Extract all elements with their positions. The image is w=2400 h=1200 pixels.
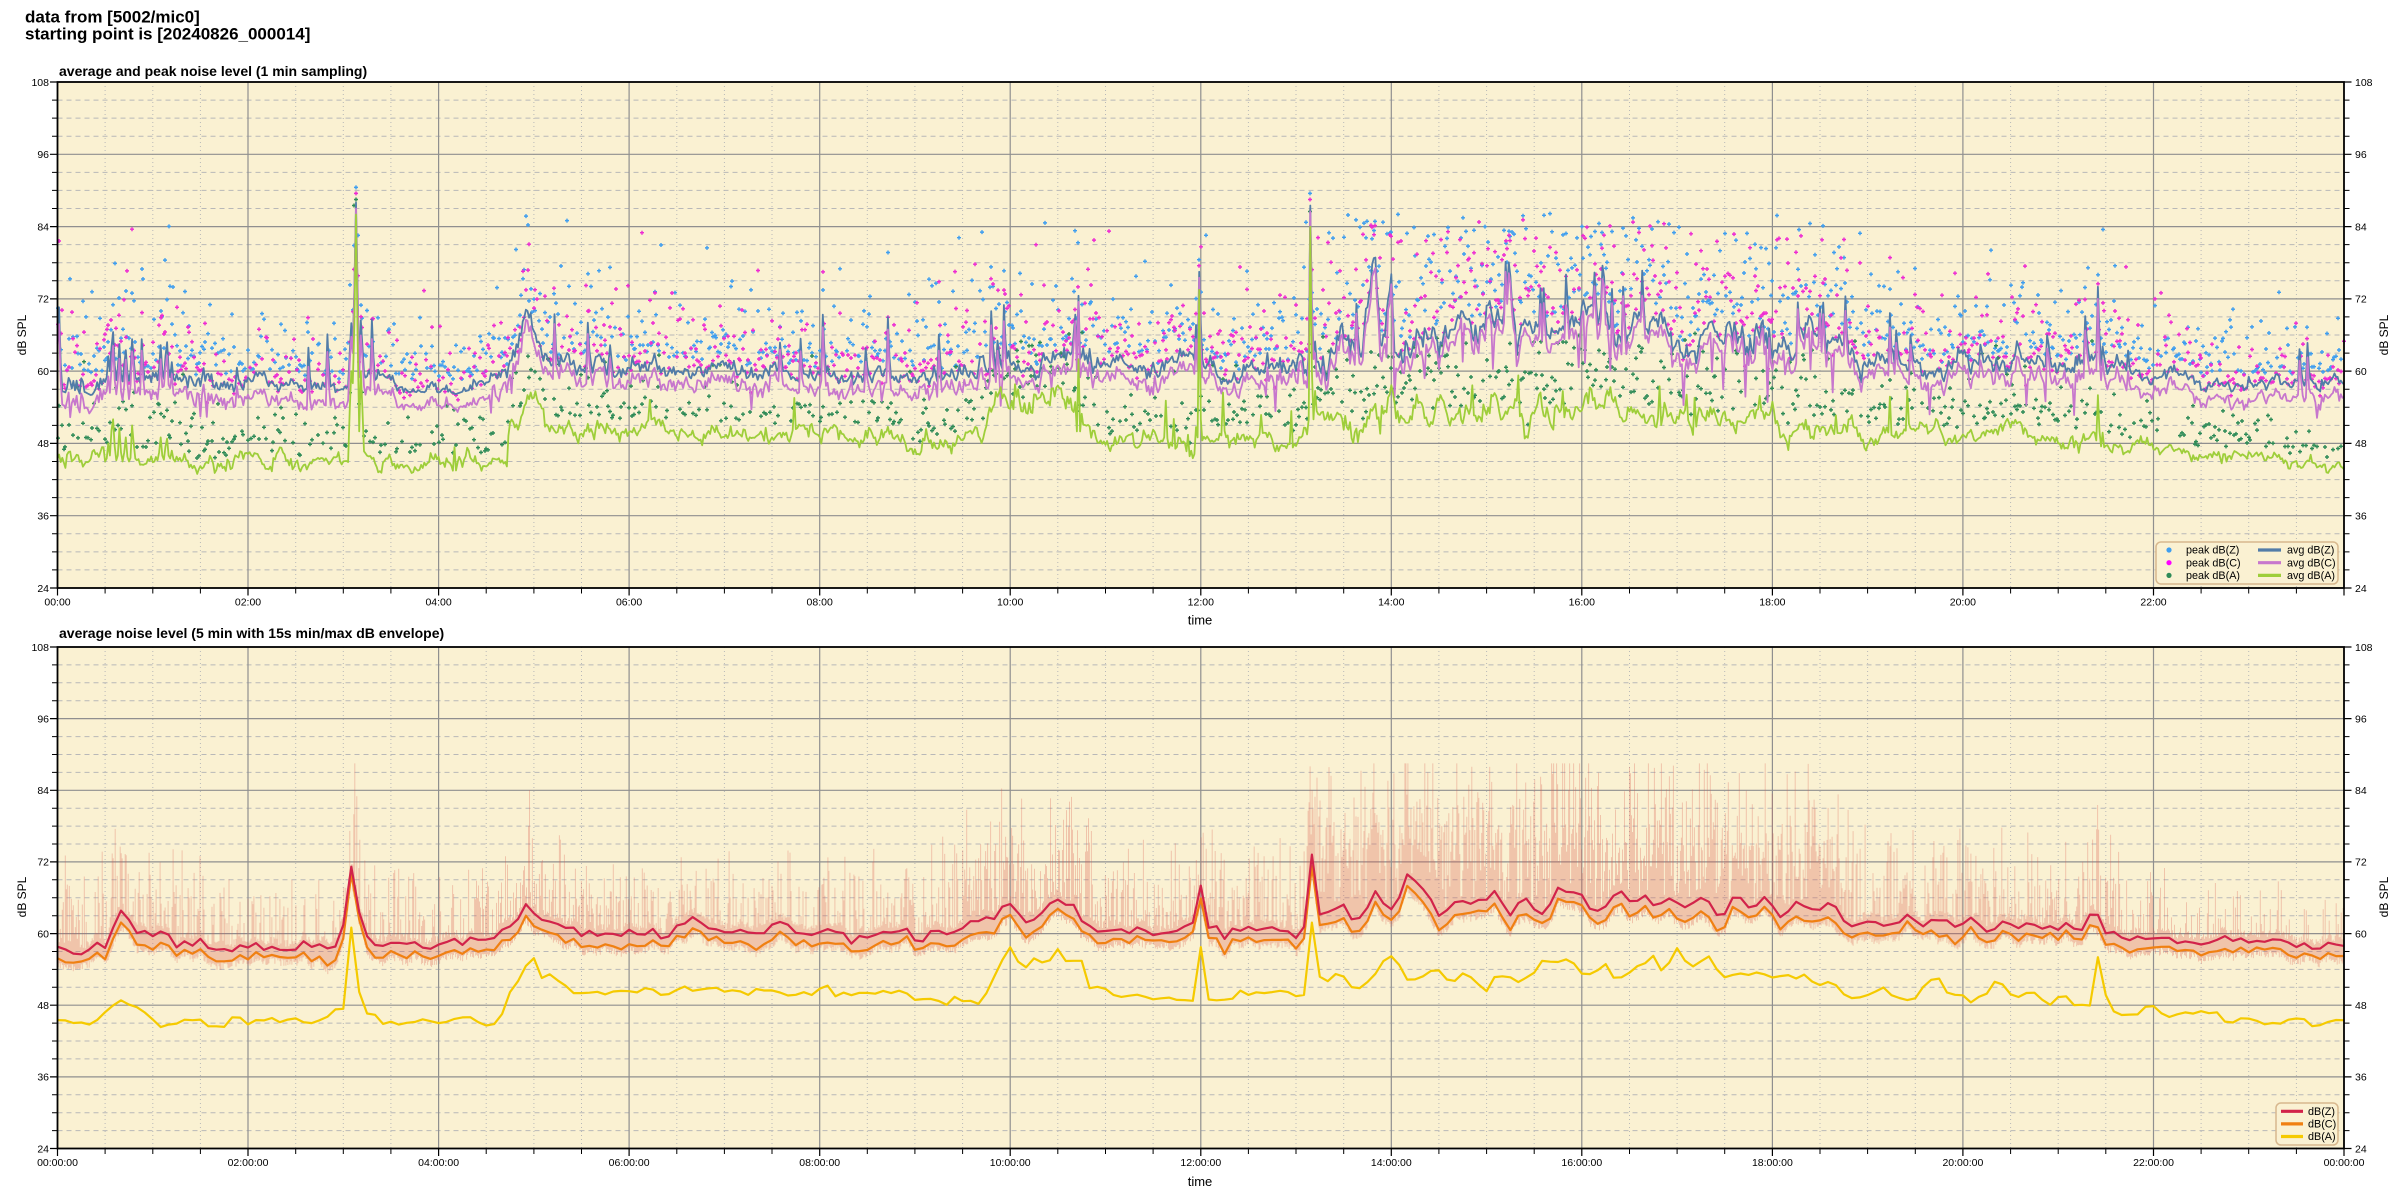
svg-text:48: 48 [37,1000,49,1012]
svg-text:24: 24 [2355,583,2367,595]
svg-text:dB(A): dB(A) [2308,1131,2336,1143]
svg-text:peak dB(Z): peak dB(Z) [2186,545,2239,557]
svg-text:time: time [1188,613,1213,628]
svg-text:84: 84 [37,785,49,797]
svg-text:48: 48 [2355,1000,2367,1012]
svg-text:avg dB(A): avg dB(A) [2287,570,2335,582]
svg-text:108: 108 [31,77,49,89]
svg-text:84: 84 [2355,221,2367,233]
svg-text:22:00:00: 22:00:00 [2133,1157,2174,1169]
svg-text:24: 24 [2355,1143,2367,1155]
svg-text:14:00: 14:00 [1378,597,1404,609]
svg-text:12:00: 12:00 [1188,597,1214,609]
svg-text:08:00:00: 08:00:00 [799,1157,840,1169]
svg-text:60: 60 [37,366,49,378]
svg-text:48: 48 [37,438,49,450]
svg-text:48: 48 [2355,438,2367,450]
svg-text:04:00: 04:00 [425,597,451,609]
svg-text:108: 108 [2355,77,2373,89]
svg-text:10:00: 10:00 [997,597,1023,609]
svg-text:dB(Z): dB(Z) [2308,1106,2335,1118]
svg-text:20:00: 20:00 [1950,597,1976,609]
svg-text:16:00: 16:00 [1569,597,1595,609]
svg-text:dB SPL: dB SPL [2377,314,2391,355]
svg-text:60: 60 [2355,366,2367,378]
svg-text:00:00:00: 00:00:00 [2324,1157,2365,1169]
svg-text:84: 84 [37,221,49,233]
svg-text:dB SPL: dB SPL [15,876,29,917]
svg-text:avg dB(C): avg dB(C) [2287,557,2336,569]
svg-text:96: 96 [37,149,49,161]
svg-text:avg dB(Z): avg dB(Z) [2287,545,2334,557]
svg-text:18:00:00: 18:00:00 [1752,1157,1793,1169]
svg-text:06:00:00: 06:00:00 [609,1157,650,1169]
svg-text:10:00:00: 10:00:00 [990,1157,1031,1169]
svg-text:36: 36 [2355,1072,2367,1084]
svg-text:02:00: 02:00 [235,597,261,609]
svg-text:24: 24 [37,1143,49,1155]
svg-text:14:00:00: 14:00:00 [1371,1157,1412,1169]
svg-text:time: time [1188,1174,1213,1189]
svg-text:72: 72 [2355,294,2367,306]
svg-text:60: 60 [37,928,49,940]
svg-text:starting point is [20240826_00: starting point is [20240826_000014] [25,25,310,44]
svg-text:peak dB(A): peak dB(A) [2186,570,2240,582]
svg-text:data from [5002/mic0]: data from [5002/mic0] [25,8,200,27]
svg-text:average noise level (5 min wit: average noise level (5 min with 15s min/… [59,625,444,641]
svg-text:00:00:00: 00:00:00 [37,1157,78,1169]
svg-text:average and peak noise level (: average and peak noise level (1 min samp… [59,63,367,79]
svg-text:peak dB(C): peak dB(C) [2186,557,2241,569]
svg-text:06:00: 06:00 [616,597,642,609]
svg-text:dB(C): dB(C) [2308,1119,2336,1131]
svg-text:96: 96 [2355,713,2367,725]
svg-text:36: 36 [37,511,49,523]
svg-text:96: 96 [2355,149,2367,161]
svg-text:72: 72 [2355,857,2367,869]
svg-text:dB SPL: dB SPL [2377,876,2391,917]
svg-text:24: 24 [37,583,49,595]
svg-text:84: 84 [2355,785,2367,797]
svg-text:72: 72 [37,294,49,306]
svg-text:36: 36 [2355,511,2367,523]
svg-text:00:00: 00:00 [44,597,70,609]
svg-text:108: 108 [2355,642,2373,654]
svg-text:20:00:00: 20:00:00 [1942,1157,1983,1169]
svg-text:36: 36 [37,1072,49,1084]
svg-text:22:00: 22:00 [2140,597,2166,609]
svg-text:02:00:00: 02:00:00 [228,1157,269,1169]
svg-text:96: 96 [37,713,49,725]
svg-text:dB SPL: dB SPL [15,314,29,355]
svg-text:72: 72 [37,857,49,869]
svg-text:108: 108 [31,642,49,654]
svg-text:12:00:00: 12:00:00 [1180,1157,1221,1169]
svg-text:60: 60 [2355,928,2367,940]
svg-text:08:00: 08:00 [807,597,833,609]
svg-text:18:00: 18:00 [1759,597,1785,609]
svg-text:16:00:00: 16:00:00 [1561,1157,1602,1169]
svg-text:04:00:00: 04:00:00 [418,1157,459,1169]
